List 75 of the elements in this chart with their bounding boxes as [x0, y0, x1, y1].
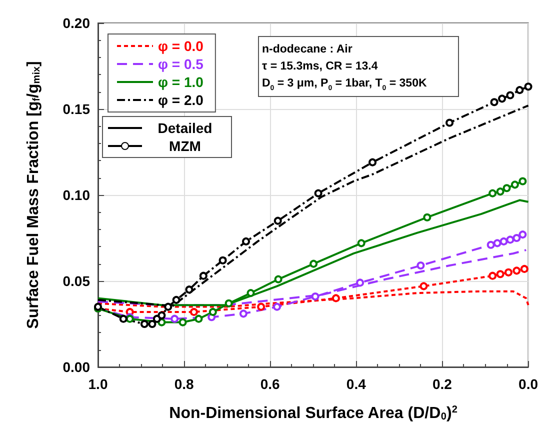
x-tick-label: 0.4	[346, 376, 366, 392]
point	[140, 320, 148, 328]
point	[493, 239, 502, 248]
point	[246, 289, 255, 298]
point	[496, 270, 504, 278]
point	[490, 98, 498, 106]
legend-label: φ = 0.5	[158, 56, 204, 72]
point	[520, 264, 528, 273]
point	[314, 189, 322, 198]
point	[516, 86, 524, 94]
point	[524, 82, 532, 91]
point	[496, 188, 504, 196]
point	[274, 275, 282, 284]
point	[199, 272, 208, 280]
point	[218, 256, 227, 264]
x-tick-label: 0.0	[518, 376, 538, 392]
point	[208, 308, 217, 316]
point	[332, 294, 340, 302]
point	[486, 240, 495, 249]
point	[368, 158, 377, 166]
point	[257, 302, 266, 311]
point	[273, 302, 281, 311]
point	[242, 237, 250, 246]
y-tick-label: 0.10	[62, 187, 90, 203]
point	[518, 230, 527, 239]
point	[172, 296, 180, 304]
point	[518, 177, 527, 186]
y-tick-label: 0.15	[62, 101, 90, 117]
point	[512, 266, 521, 275]
point	[178, 318, 187, 326]
point	[446, 118, 454, 127]
point	[500, 237, 508, 246]
point	[504, 268, 512, 276]
annotation: MZM	[168, 138, 202, 154]
point	[148, 320, 156, 328]
point	[119, 314, 128, 323]
legend-label: φ = 0.0	[158, 38, 204, 54]
point	[239, 310, 248, 318]
point	[510, 180, 519, 189]
point	[357, 239, 366, 248]
point	[506, 236, 514, 244]
point	[512, 234, 521, 242]
legend-label: φ = 2.0	[158, 92, 204, 108]
y-tick-label: 0.20	[62, 15, 90, 31]
legend-panel: Detailed MZM	[102, 116, 232, 158]
point	[194, 314, 203, 323]
point	[190, 308, 198, 316]
x-tick-label: 0.6	[260, 376, 280, 392]
legend-label: φ = 1.0	[158, 74, 204, 90]
point	[185, 286, 194, 294]
point	[423, 213, 432, 222]
annotation: τ = 15.3ms, CR = 13.4	[262, 60, 378, 72]
y-axis-title: Surface Fuel Mass Fraction [gf/gmix]	[25, 61, 42, 329]
point	[164, 302, 172, 311]
y-tick-label: 0.00	[62, 359, 90, 375]
x-tick-label: 1.0	[88, 376, 108, 392]
point	[170, 314, 179, 323]
point	[310, 260, 318, 268]
y-tick-label: 0.05	[62, 273, 90, 289]
point	[274, 216, 282, 225]
x-tick-label: 0.2	[432, 376, 452, 392]
point	[311, 292, 320, 300]
point	[224, 299, 233, 308]
x-tick-label: 0.8	[174, 376, 194, 392]
point	[498, 94, 506, 103]
annotation: Detailed	[156, 120, 214, 136]
point	[488, 272, 497, 280]
annotation: n-dodecane : Air	[262, 44, 353, 56]
point	[420, 282, 428, 290]
point	[356, 278, 364, 287]
point	[416, 262, 425, 270]
point	[158, 311, 166, 320]
point	[506, 91, 514, 100]
point	[502, 184, 511, 192]
point	[488, 189, 497, 198]
